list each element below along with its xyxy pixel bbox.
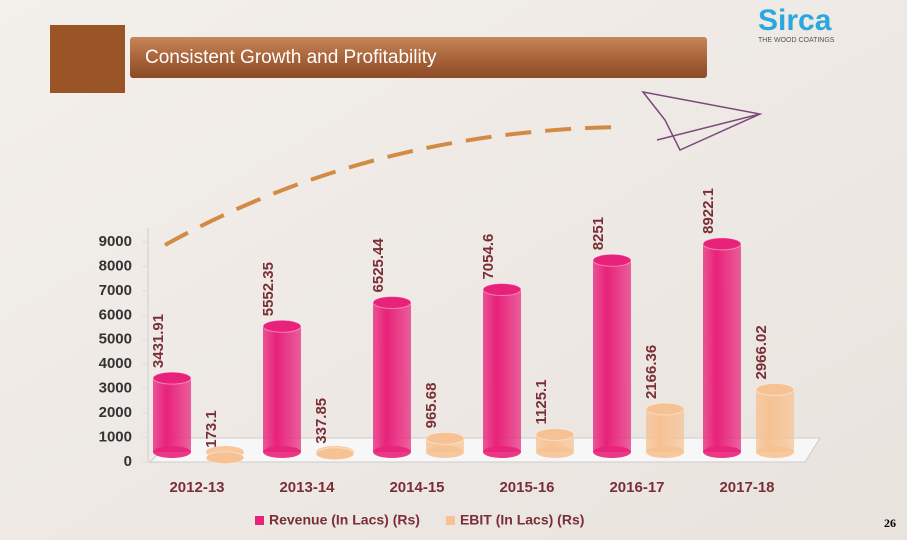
y-tick-label: 4000 bbox=[99, 355, 132, 372]
value-label: 7054.6 bbox=[480, 234, 497, 280]
legend-swatch bbox=[255, 516, 264, 525]
legend-swatch bbox=[445, 516, 455, 525]
growth-curve bbox=[164, 125, 621, 247]
y-tick-label: 2000 bbox=[99, 404, 132, 421]
value-label: 5552.35 bbox=[260, 262, 277, 316]
x-tick-label: 2016-17 bbox=[609, 479, 664, 496]
bar bbox=[483, 289, 521, 452]
y-tick-label: 5000 bbox=[99, 331, 132, 348]
value-label: 6525.44 bbox=[370, 238, 387, 293]
y-tick-label: 9000 bbox=[99, 233, 132, 250]
bar-cap bbox=[315, 447, 355, 461]
x-tick-label: 2017-18 bbox=[719, 479, 774, 496]
bar bbox=[756, 389, 794, 452]
y-tick-label: 7000 bbox=[99, 282, 132, 299]
value-label: 337.85 bbox=[313, 398, 330, 444]
bar bbox=[703, 243, 741, 452]
bar bbox=[646, 409, 684, 452]
title-banner bbox=[130, 37, 707, 78]
value-label: 1125.1 bbox=[533, 379, 550, 424]
legend-label: Revenue (In Lacs) (Rs) bbox=[269, 512, 420, 528]
bar bbox=[153, 378, 191, 452]
x-tick-label: 2013-14 bbox=[279, 479, 335, 496]
bar-cap bbox=[152, 371, 192, 385]
y-tick-label: 6000 bbox=[99, 306, 132, 323]
value-label: 2166.36 bbox=[643, 345, 660, 399]
x-tick-label: 2015-16 bbox=[499, 479, 554, 496]
bar-cap bbox=[592, 253, 632, 267]
title-block bbox=[50, 25, 125, 93]
logo-tagline: THE WOOD COATINGS bbox=[758, 37, 835, 44]
bar-cap bbox=[645, 402, 685, 416]
y-tick-label: 1000 bbox=[99, 429, 132, 446]
bar-cap bbox=[482, 283, 522, 297]
bar bbox=[593, 260, 631, 452]
value-label: 965.68 bbox=[423, 383, 440, 429]
bar-cap bbox=[702, 237, 742, 251]
chart-title: Consistent Growth and Profitability bbox=[145, 47, 437, 68]
bar bbox=[373, 302, 411, 452]
bar-cap bbox=[755, 382, 795, 396]
value-label: 3431.91 bbox=[150, 314, 167, 368]
y-tick-label: 0 bbox=[124, 453, 132, 470]
bar-cap bbox=[372, 295, 412, 309]
logo: Sirca bbox=[758, 4, 832, 37]
plot: 0 1000 2000 3000 4000 5000 6000 7000 8000 9000 201… bbox=[99, 188, 795, 528]
value-label: 2966.02 bbox=[753, 325, 770, 379]
bar-cap bbox=[425, 431, 465, 445]
bar bbox=[263, 326, 301, 452]
legend-label: EBIT (In Lacs) (Rs) bbox=[460, 512, 584, 528]
value-label: 8251 bbox=[590, 217, 607, 250]
y-tick-label: 8000 bbox=[99, 257, 132, 274]
x-tick-label: 2014-15 bbox=[389, 479, 444, 496]
x-tick-label: 2012-13 bbox=[169, 479, 224, 496]
bar-cap bbox=[205, 451, 245, 465]
value-label: 8922.1 bbox=[700, 188, 717, 234]
page-number: 26 bbox=[884, 516, 896, 530]
y-tick-label: 3000 bbox=[99, 380, 132, 397]
bar-cap bbox=[262, 319, 302, 333]
bar-cap bbox=[535, 427, 575, 441]
value-label: 173.1 bbox=[203, 410, 220, 448]
paper-plane bbox=[641, 90, 763, 151]
